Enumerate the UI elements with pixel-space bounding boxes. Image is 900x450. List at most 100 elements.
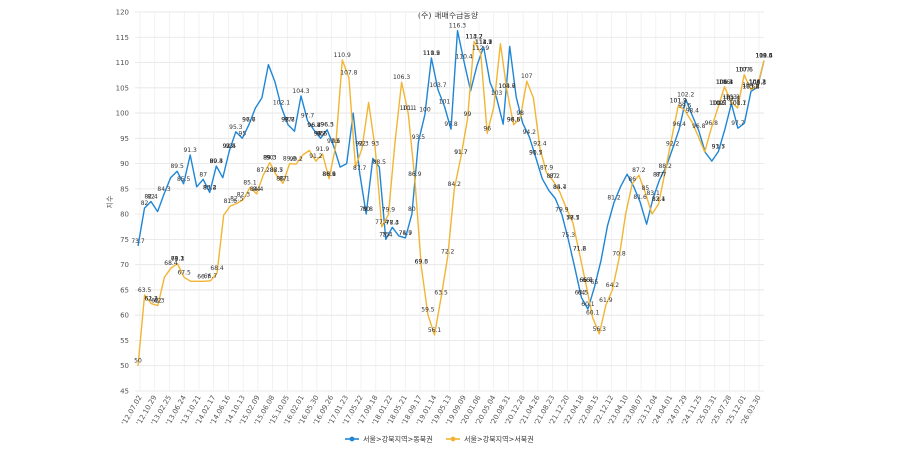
data-label: 110.4 bbox=[755, 53, 772, 60]
data-label: 67.5 bbox=[177, 269, 191, 276]
data-label: 75 bbox=[382, 231, 390, 238]
data-label: 110.2 bbox=[423, 50, 440, 57]
data-label: 66.7 bbox=[579, 277, 593, 284]
data-label: 103 bbox=[725, 94, 737, 101]
data-label: 103.4 bbox=[742, 83, 759, 90]
data-label: 102 bbox=[712, 100, 724, 107]
data-label: 83.1 bbox=[646, 190, 660, 197]
data-label: 77.5 bbox=[566, 215, 580, 222]
data-label: 105.1 bbox=[716, 79, 733, 86]
data-label: 87.2 bbox=[546, 173, 560, 180]
data-label: 87.7 bbox=[270, 167, 284, 174]
data-label: 77.4 bbox=[386, 219, 400, 226]
data-label: 75.4 bbox=[379, 231, 393, 238]
data-label: 62.3 bbox=[144, 296, 158, 303]
data-label: 106 bbox=[719, 79, 731, 86]
data-label: 103.7 bbox=[498, 83, 515, 90]
data-label: 97.7 bbox=[242, 117, 256, 124]
data-label: 90.2 bbox=[289, 156, 303, 163]
data-label: 101.1 bbox=[729, 100, 746, 107]
data-label: 105.3 bbox=[749, 79, 766, 86]
data-label: 66.7 bbox=[204, 273, 218, 280]
data-label: 85.2 bbox=[203, 184, 217, 191]
data-label: 84 bbox=[253, 186, 261, 193]
data-label: 104.4 bbox=[749, 79, 766, 86]
data-label: 111.9 bbox=[423, 50, 440, 57]
data-label: 87.9 bbox=[540, 165, 554, 172]
data-label: 93.5 bbox=[712, 143, 726, 150]
legend-marker-2 bbox=[450, 436, 456, 442]
data-label: 65 bbox=[591, 279, 599, 286]
y-axis-title: 지수 bbox=[105, 195, 114, 208]
y-tick-label: 95 bbox=[120, 135, 129, 143]
data-label: 104.4 bbox=[716, 79, 733, 86]
data-label: 85 bbox=[642, 185, 650, 192]
data-label: 92.2 bbox=[666, 140, 680, 147]
data-label: 62.3 bbox=[151, 298, 165, 305]
data-label: 110.5 bbox=[423, 50, 440, 57]
data-label: 96.3 bbox=[320, 122, 334, 129]
data-label: 63.5 bbox=[138, 287, 152, 294]
data-label: 74.9 bbox=[399, 230, 413, 237]
y-tick-label: 105 bbox=[116, 84, 129, 92]
data-label: 91.7 bbox=[529, 150, 543, 157]
data-label: 77.7 bbox=[566, 215, 580, 222]
data-label: 97.7 bbox=[731, 120, 745, 127]
data-label: 84.7 bbox=[553, 184, 567, 191]
data-label: 107 bbox=[521, 73, 533, 80]
data-label: 66 bbox=[582, 277, 590, 284]
data-label: 84.4 bbox=[250, 186, 264, 193]
data-label: 113.7 bbox=[475, 39, 492, 46]
y-tick-label: 45 bbox=[120, 388, 129, 396]
data-label: 83.2 bbox=[203, 184, 217, 191]
data-label: 104.4 bbox=[749, 79, 766, 86]
data-label: 83.1 bbox=[652, 196, 666, 203]
data-label: 91.7 bbox=[454, 149, 468, 156]
data-label: 104.6 bbox=[742, 82, 759, 89]
data-label: 116.3 bbox=[449, 23, 466, 30]
data-label: 70.2 bbox=[171, 256, 185, 263]
data-label: 102.1 bbox=[273, 100, 290, 107]
data-label: 69.6 bbox=[415, 259, 429, 266]
data-label: 110.4 bbox=[755, 53, 772, 60]
data-label: 101.2 bbox=[670, 97, 687, 104]
data-label: 68.4 bbox=[210, 265, 224, 272]
data-label: 90.5 bbox=[529, 150, 543, 157]
data-label: 96.4 bbox=[673, 121, 687, 128]
data-label: 110.4 bbox=[455, 54, 472, 61]
y-tick-label: 85 bbox=[120, 185, 129, 193]
data-label: 107.6 bbox=[736, 67, 753, 74]
data-label: 82 bbox=[141, 200, 149, 207]
chart-title: (주) 매매수급동향 bbox=[418, 11, 479, 20]
data-label: 86.9 bbox=[322, 171, 336, 178]
data-label: 81.6 bbox=[224, 198, 238, 205]
data-label: 86.9 bbox=[408, 171, 422, 178]
data-label: 89.9 bbox=[283, 156, 297, 163]
data-label: 92 bbox=[358, 140, 366, 147]
data-label: 98.4 bbox=[686, 108, 700, 115]
data-label: 96.8 bbox=[692, 123, 706, 130]
data-label: 96.8 bbox=[705, 120, 719, 127]
data-label: 58.1 bbox=[566, 215, 580, 222]
y-tick-label: 75 bbox=[120, 236, 129, 244]
data-label: 80 bbox=[362, 206, 370, 213]
data-label: 87 bbox=[656, 171, 664, 178]
data-label: 60.1 bbox=[581, 301, 595, 308]
data-label: 64 bbox=[578, 290, 586, 297]
y-tick-label: 115 bbox=[116, 34, 129, 42]
data-label: 93.5 bbox=[412, 134, 426, 141]
data-label: 50 bbox=[134, 358, 142, 365]
data-label: 82.4 bbox=[652, 196, 666, 203]
data-label: 102.7 bbox=[723, 95, 740, 102]
y-tick-label: 55 bbox=[120, 337, 129, 345]
data-label: 105.2 bbox=[742, 83, 759, 90]
data-label: 101 bbox=[402, 105, 414, 112]
data-label: 97 bbox=[284, 117, 292, 124]
x-axis-ticks: '12.07.02'12.10.29'13.02.25'13.06.24'13.… bbox=[120, 394, 762, 427]
data-label: 94.2 bbox=[523, 129, 537, 136]
data-label: 92.6 bbox=[327, 138, 341, 145]
y-tick-label: 80 bbox=[120, 211, 129, 219]
data-label: 91.3 bbox=[183, 147, 197, 154]
data-label: 65.6 bbox=[579, 277, 593, 284]
